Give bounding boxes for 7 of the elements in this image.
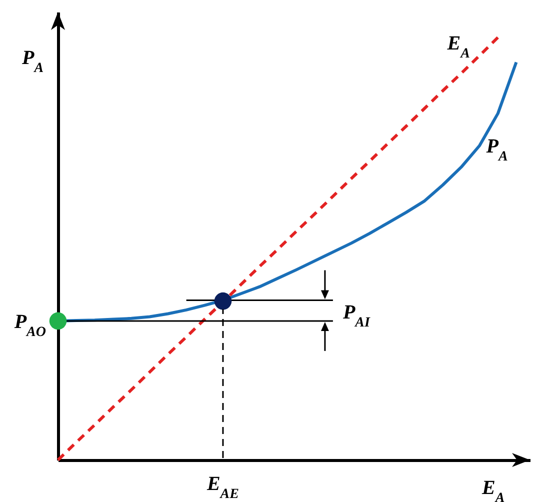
annotation: P$_{AI}$ [342, 302, 371, 330]
series-label: P$_{AO}$ [13, 310, 46, 340]
series-label: E$_{A}$ [446, 32, 470, 61]
y-axis-title: P$_{A}$ [21, 47, 44, 76]
series-label: P$_{A}$ [485, 135, 508, 164]
x-axis-title: E$_{A}$ [481, 477, 505, 502]
text: E$_{AE}$ [206, 473, 239, 502]
